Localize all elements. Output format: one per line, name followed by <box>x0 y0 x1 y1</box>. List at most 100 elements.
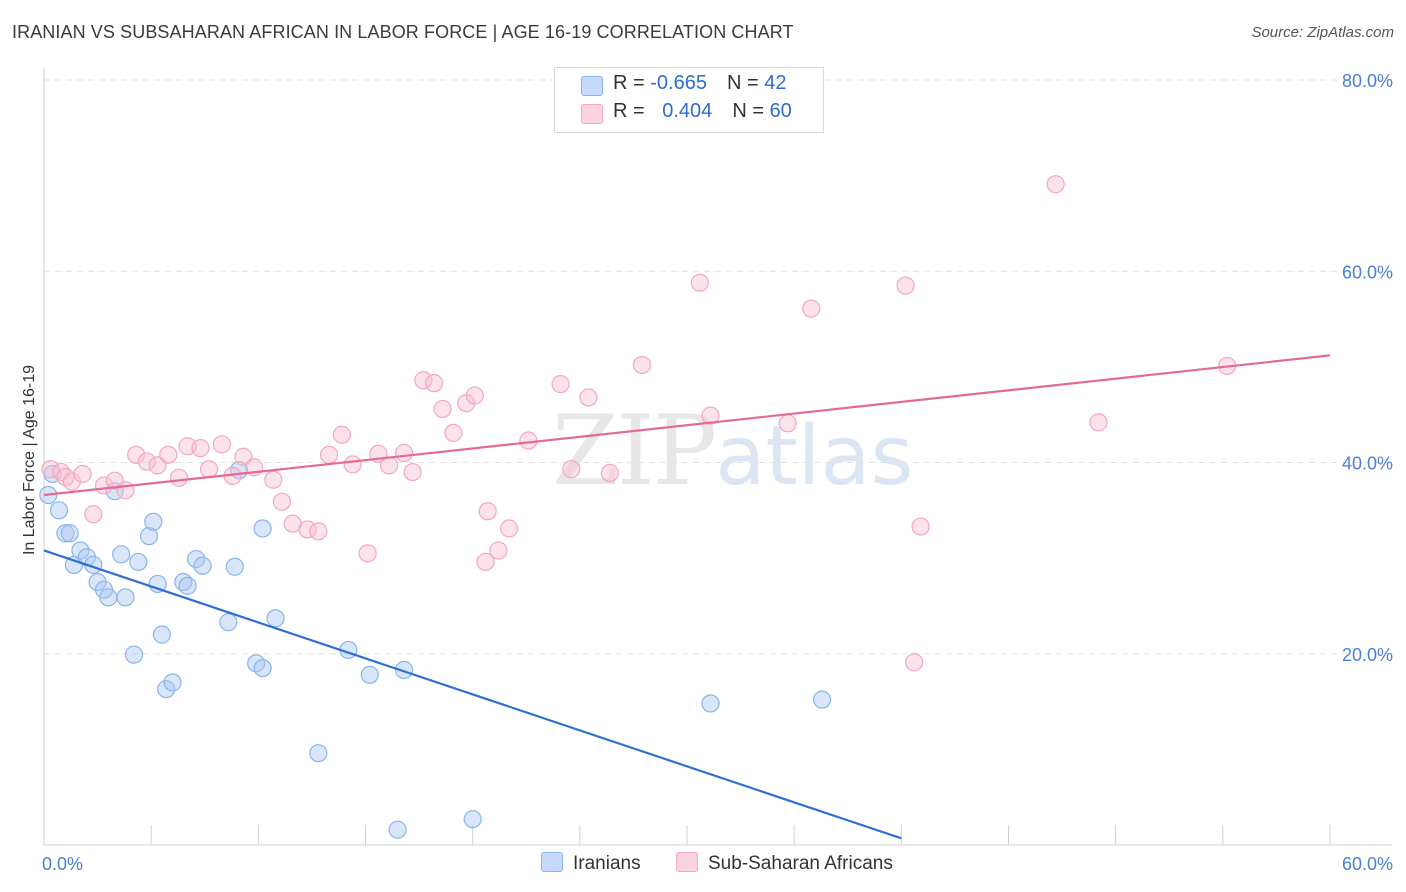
subsaharan-point <box>169 468 189 487</box>
stats-legend: R = -0.665 N = 42 R = 0.404 N = 60 <box>554 67 824 133</box>
legend-n-label: N = <box>732 100 770 122</box>
subsaharan-point <box>519 431 538 450</box>
iranians-point <box>144 512 163 531</box>
iranians-point <box>157 680 176 699</box>
iranians-point <box>394 660 414 680</box>
subsaharan-trend-line <box>43 354 1331 497</box>
subsaharan-point <box>562 460 581 479</box>
legend-swatch-iranians <box>581 76 603 96</box>
subsaharan-point <box>199 460 219 479</box>
legend-swatch-subsaharan <box>581 104 603 124</box>
subsaharan-point <box>424 374 444 393</box>
watermark-zip: ZIP <box>552 395 717 507</box>
subsaharan-point <box>896 276 915 295</box>
iranians-point <box>219 613 238 632</box>
chart-title: IRANIAN VS SUBSAHARAN AFRICAN IN LABOR F… <box>12 22 794 42</box>
subsaharan-point <box>478 502 497 521</box>
iranians-point <box>178 576 197 595</box>
legend-r-label: R = <box>613 72 651 94</box>
iranians-point <box>701 694 720 713</box>
subsaharan-point <box>701 406 720 425</box>
iranians-point <box>49 501 69 520</box>
subsaharan-point <box>905 653 924 672</box>
bottom-legend-swatch-subsaharan <box>676 852 698 872</box>
iranians-point <box>187 549 206 569</box>
subsaharan-point <box>444 423 463 442</box>
subsaharan-point <box>358 544 377 563</box>
subsaharan-point <box>911 517 930 536</box>
bottom-legend-subsaharan: Sub-Saharan Africans <box>676 852 893 875</box>
iranians-point <box>112 545 131 564</box>
subsaharan-point <box>264 470 283 489</box>
iranians-point <box>253 658 272 678</box>
legend-r-label: R = <box>613 100 651 122</box>
iranians-point <box>71 541 90 560</box>
iranians-point <box>360 665 379 684</box>
legend-r-value-subsaharan: 0.404 <box>662 100 713 122</box>
x-tick-label: 60.0% <box>1342 854 1393 874</box>
y-tick-label: 60.0% <box>1342 262 1393 282</box>
subsaharan-point <box>319 445 339 464</box>
bottom-legend-swatch-iranians <box>541 852 563 872</box>
subsaharan-point <box>465 386 484 405</box>
legend-n-value-iranians: 42 <box>764 72 787 94</box>
iranians-point <box>152 625 171 644</box>
x-tick-label: 0.0% <box>42 854 83 874</box>
y-tick-label: 40.0% <box>1342 454 1393 474</box>
subsaharan-point <box>600 463 619 483</box>
source-credit: Source: ZipAtlas.com <box>1251 24 1394 41</box>
subsaharan-point <box>414 371 433 390</box>
subsaharan-point <box>379 456 399 475</box>
iranians-point <box>116 588 135 607</box>
bottom-legend-iranians: Iranians <box>541 852 641 875</box>
subsaharan-point <box>476 552 495 572</box>
subsaharan-point <box>309 522 328 541</box>
iranians-point <box>812 690 832 709</box>
bottom-legend-label-subsaharan: Sub-Saharan Africans <box>708 853 893 874</box>
subsaharan-point <box>433 399 452 419</box>
bottom-legend-label-iranians: Iranians <box>573 853 641 874</box>
subsaharan-point <box>1046 175 1065 194</box>
subsaharan-point <box>191 439 210 458</box>
subsaharan-point <box>802 299 821 318</box>
subsaharan-point <box>41 460 60 479</box>
iranians-point <box>463 810 482 829</box>
legend-n-label: N = <box>726 72 765 94</box>
watermark-atlas: atlas <box>715 409 914 504</box>
subsaharan-point <box>343 455 362 474</box>
subsaharan-point <box>778 414 797 433</box>
legend-r-value-iranians: -0.665 <box>650 72 707 94</box>
subsaharan-point <box>84 505 103 524</box>
subsaharan-point <box>73 464 92 484</box>
subsaharan-point <box>137 452 156 471</box>
subsaharan-point <box>489 541 508 560</box>
iranians-point <box>56 524 75 543</box>
subsaharan-point <box>579 388 598 407</box>
subsaharan-point <box>116 481 135 500</box>
iranians-trend-line <box>43 549 902 840</box>
iranians-point <box>129 552 148 572</box>
iranians-point <box>253 519 272 538</box>
iranians-point <box>124 645 144 664</box>
subsaharan-point <box>159 445 178 464</box>
iranians-point <box>139 527 159 546</box>
subsaharan-point <box>272 492 292 511</box>
legend-n-value-subsaharan: 60 <box>769 100 792 122</box>
iranians-point <box>163 673 182 692</box>
subsaharan-point <box>212 435 231 454</box>
iranians-point <box>193 556 212 575</box>
subsaharan-point <box>403 462 422 482</box>
y-tick-label: 80.0% <box>1342 71 1393 91</box>
iranians-point <box>60 524 79 543</box>
subsaharan-point <box>127 445 146 464</box>
subsaharan-point <box>1089 413 1108 432</box>
iranians-point <box>388 820 407 839</box>
iranians-point <box>99 588 118 607</box>
subsaharan-point <box>332 425 352 444</box>
subsaharan-point <box>690 273 709 292</box>
watermark: ZIPatlas <box>552 395 913 507</box>
iranians-point <box>309 744 328 763</box>
subsaharan-point <box>394 443 414 463</box>
y-tick-label: 20.0% <box>1342 645 1393 665</box>
subsaharan-point <box>632 355 652 375</box>
